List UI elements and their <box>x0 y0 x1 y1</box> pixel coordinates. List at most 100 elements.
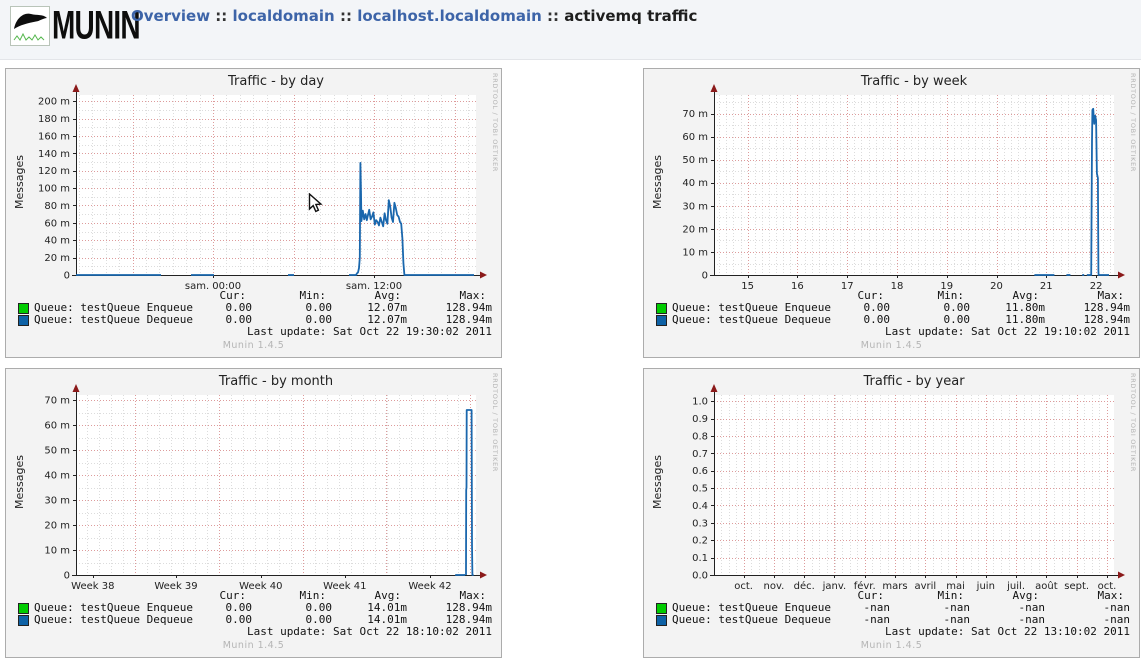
page-header: MUNIN Overview :: localdomain :: localho… <box>0 0 1141 60</box>
svg-text:0: 0 <box>702 271 708 282</box>
svg-text:0.0: 0.0 <box>692 571 708 582</box>
legend-col-header: Cur: <box>857 589 885 602</box>
chart-plot: 0 20 m 40 m 60 m 80 m 100 m 120 m 140 m 160 m 180… <box>38 84 487 292</box>
rrdtool-watermark: RRDTOOL / TOBI OETIKER <box>1129 73 1137 173</box>
svg-text:mai: mai <box>946 581 965 592</box>
svg-text:0.7: 0.7 <box>692 449 708 460</box>
svg-text:18: 18 <box>891 281 904 292</box>
legend-series-name: Queue: testQueue Enqueue <box>672 301 831 314</box>
last-update: Last update: Sat Oct 22 19:10:02 2011 <box>884 325 1130 338</box>
chart-panel-week[interactable]: Traffic - by week Messages RRDTOOL / TOB… <box>643 68 1140 358</box>
svg-text:0.8: 0.8 <box>692 431 708 442</box>
svg-text:oct.: oct. <box>734 581 753 592</box>
legend-col-header: Avg: <box>374 589 402 602</box>
breadcrumb-separator: :: <box>334 7 358 25</box>
chart-title: Traffic - by year <box>863 374 965 389</box>
svg-text:0.5: 0.5 <box>692 484 708 495</box>
legend-value: 128.94m <box>445 301 492 314</box>
svg-text:30 m: 30 m <box>682 201 708 212</box>
rrdtool-watermark: RRDTOOL / TOBI OETIKER <box>491 73 499 173</box>
svg-text:60 m: 60 m <box>44 218 70 229</box>
munin-logo[interactable]: MUNIN <box>10 3 162 48</box>
legend-value: 11.80m <box>1005 301 1045 314</box>
svg-text:80 m: 80 m <box>44 201 70 212</box>
svg-text:60 m: 60 m <box>44 421 70 432</box>
munin-version: Munin 1.4.5 <box>222 640 285 651</box>
legend-value: 0.00 <box>305 601 333 614</box>
svg-text:avril: avril <box>914 581 936 592</box>
svg-text:15: 15 <box>741 281 754 292</box>
svg-text:Week 40: Week 40 <box>239 581 282 592</box>
legend-series-name: Queue: testQueue Enqueue <box>34 301 193 314</box>
chart-panel-year[interactable]: Traffic - by year Messages RRDTOOL / TOB… <box>643 368 1140 658</box>
legend-col-header: Min: <box>937 289 965 302</box>
svg-text:160 m: 160 m <box>38 131 70 142</box>
svg-text:16: 16 <box>791 281 804 292</box>
chart-plot: 0 10 m 20 m 30 m 40 m 50 m 60 m 70 m 15 16 17 18 19 2… <box>682 84 1125 292</box>
svg-text:20 m: 20 m <box>44 253 70 264</box>
legend-value: 14.01m <box>367 601 407 614</box>
svg-text:0.1: 0.1 <box>692 553 708 564</box>
svg-text:nov.: nov. <box>764 581 785 592</box>
legend-swatch-dequeue <box>18 315 29 326</box>
breadcrumb: Overview :: localdomain :: localhost.loc… <box>131 7 697 25</box>
legend-value: -nan <box>863 613 891 626</box>
legend-value: 0.00 <box>225 301 253 314</box>
chart-panel-month[interactable]: Traffic - by month Messages RRDTOOL / TO… <box>5 368 502 658</box>
svg-text:20: 20 <box>990 281 1003 292</box>
legend-swatch-dequeue <box>656 615 667 626</box>
legend-series-name: Queue: testQueue Enqueue <box>34 601 193 614</box>
legend-series-name: Queue: testQueue Enqueue <box>672 601 831 614</box>
legend-swatch-enqueue <box>656 303 667 314</box>
svg-text:Week 39: Week 39 <box>154 581 197 592</box>
rrdtool-watermark: RRDTOOL / TOBI OETIKER <box>491 373 499 473</box>
svg-text:0.9: 0.9 <box>692 414 708 425</box>
chart-title: Traffic - by week <box>860 74 968 89</box>
munin-logo-text: MUNIN <box>52 3 141 48</box>
legend-value: 12.07m <box>367 301 407 314</box>
svg-text:70 m: 70 m <box>44 396 70 407</box>
svg-text:août: août <box>1035 580 1058 592</box>
svg-text:sam. 12:00: sam. 12:00 <box>346 281 402 292</box>
legend-value: 128.94m <box>445 313 492 326</box>
legend-value: -nan <box>1103 601 1131 614</box>
legend-value: 0.00 <box>305 301 333 314</box>
legend-value: 0.00 <box>863 301 891 314</box>
breadcrumb-link-0[interactable]: Overview <box>131 7 211 25</box>
legend-series-name: Queue: testQueue Dequeue <box>672 613 831 626</box>
breadcrumb-separator: :: <box>541 7 565 25</box>
svg-text:20 m: 20 m <box>682 224 708 235</box>
legend-col-header: Avg: <box>374 289 402 302</box>
svg-text:180 m: 180 m <box>38 114 70 125</box>
svg-text:100 m: 100 m <box>38 184 70 195</box>
svg-text:0: 0 <box>64 271 70 282</box>
svg-text:oct.: oct. <box>1098 581 1117 592</box>
legend-col-header: Max: <box>1097 589 1125 602</box>
breadcrumb-link-2[interactable]: localhost.localdomain <box>357 7 542 25</box>
legend-value: 0.00 <box>863 313 891 326</box>
legend-value: 0.00 <box>225 613 253 626</box>
chart-panel-day[interactable]: Traffic - by day Messages RRDTOOL / TOBI… <box>5 68 502 358</box>
breadcrumb-current-page: activemq traffic <box>564 7 698 25</box>
legend-value: 128.94m <box>445 601 492 614</box>
legend-value: -nan <box>863 601 891 614</box>
svg-text:déc.: déc. <box>794 580 815 592</box>
legend-col-header: Avg: <box>1012 289 1040 302</box>
svg-text:0.4: 0.4 <box>692 501 708 512</box>
svg-text:10 m: 10 m <box>44 546 70 557</box>
svg-text:janv.: janv. <box>822 581 847 592</box>
svg-text:1.0: 1.0 <box>692 397 708 408</box>
legend-value: 128.94m <box>1083 301 1130 314</box>
legend-value: 0.00 <box>225 313 253 326</box>
munin-version: Munin 1.4.5 <box>222 340 285 351</box>
legend-value: 11.80m <box>1005 313 1045 326</box>
svg-text:0: 0 <box>64 571 70 582</box>
svg-text:50 m: 50 m <box>44 446 70 457</box>
legend-value: 0.00 <box>305 613 333 626</box>
breadcrumb-link-1[interactable]: localdomain <box>232 7 335 25</box>
legend-value: -nan <box>1018 613 1046 626</box>
chart-title: Traffic - by month <box>218 374 334 389</box>
legend-col-header: Max: <box>459 589 487 602</box>
svg-text:60 m: 60 m <box>682 132 708 143</box>
svg-text:70 m: 70 m <box>682 109 708 120</box>
